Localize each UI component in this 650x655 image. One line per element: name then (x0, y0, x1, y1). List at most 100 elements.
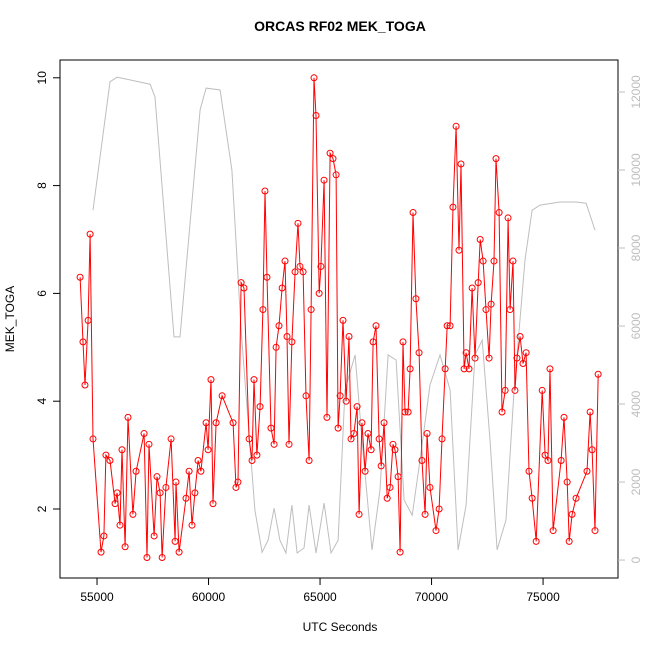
data-point (207, 376, 215, 384)
data-point (336, 392, 344, 400)
data-point (452, 122, 460, 130)
data-point (339, 316, 347, 324)
data-point (278, 284, 286, 292)
data-point (560, 413, 568, 421)
data-point (516, 333, 524, 341)
data-point (460, 365, 468, 373)
data-point (89, 435, 97, 443)
data-point (272, 343, 280, 351)
data-point (369, 338, 377, 346)
data-point (487, 300, 495, 308)
data-point (248, 456, 256, 464)
data-point (498, 408, 506, 416)
data-point (591, 527, 599, 535)
data-point (399, 338, 407, 346)
data-point (386, 483, 394, 491)
x-tick-label: 75000 (526, 590, 560, 604)
data-point (259, 306, 267, 314)
series-line (79, 77, 599, 558)
data-point (506, 306, 514, 314)
data-point (583, 467, 591, 475)
data-point (229, 419, 237, 427)
x-tick-label: 65000 (303, 590, 337, 604)
data-point (380, 419, 388, 427)
data-point (329, 155, 337, 163)
data-point (76, 273, 84, 281)
data-point (175, 548, 183, 556)
y2-tick-label: 8000 (629, 234, 643, 261)
data-point (476, 235, 484, 243)
data-point (296, 262, 304, 270)
data-point (396, 548, 404, 556)
data-point (132, 467, 140, 475)
data-point (212, 419, 220, 427)
data-point (285, 440, 293, 448)
data-point (383, 494, 391, 502)
data-point (432, 527, 440, 535)
data-point (79, 338, 87, 346)
data-point (237, 279, 245, 287)
data-point (129, 510, 137, 518)
data-point (118, 446, 126, 454)
data-point (111, 500, 119, 508)
data-point (525, 467, 533, 475)
data-point (367, 446, 375, 454)
data-point (106, 456, 114, 464)
data-point (140, 430, 148, 438)
data-point (364, 430, 372, 438)
data-point (188, 521, 196, 529)
data-point (406, 365, 414, 373)
data-point (401, 408, 409, 416)
data-point (358, 419, 366, 427)
y-tick-label: 8 (35, 182, 49, 189)
data-point (372, 322, 380, 330)
data-point (446, 322, 454, 330)
data-point (194, 456, 202, 464)
data-point (423, 430, 431, 438)
data-point (332, 171, 340, 179)
data-point (116, 521, 124, 529)
data-point (121, 543, 129, 551)
data-point (438, 435, 446, 443)
data-point (204, 446, 212, 454)
data-point (218, 392, 226, 400)
data-point (256, 403, 264, 411)
data-point (84, 316, 92, 324)
data-point (270, 440, 278, 448)
data-point (353, 403, 361, 411)
data-point (355, 510, 363, 518)
data-point (479, 257, 487, 265)
data-point (568, 510, 576, 518)
data-point (361, 467, 369, 475)
data-point (426, 483, 434, 491)
data-point (182, 494, 190, 502)
data-point (283, 333, 291, 341)
data-point (197, 467, 205, 475)
data-point (538, 386, 546, 394)
data-point (347, 435, 355, 443)
data-point (482, 306, 490, 314)
data-point (172, 478, 180, 486)
data-point (412, 295, 420, 303)
data-point (102, 451, 110, 459)
data-point (150, 532, 158, 540)
data-point (288, 338, 296, 346)
data-point (377, 462, 385, 470)
data-point (492, 155, 500, 163)
data-point (156, 489, 164, 497)
y-tick-label: 10 (35, 71, 49, 85)
data-point (153, 473, 161, 481)
data-point (299, 268, 307, 276)
data-point (541, 451, 549, 459)
data-point (275, 322, 283, 330)
data-point (97, 548, 105, 556)
data-point (501, 386, 509, 394)
y2-tick-label: 12000 (629, 75, 643, 109)
data-point (565, 537, 573, 545)
data-point (240, 284, 248, 292)
data-point (455, 246, 463, 254)
y2-tick-label: 2000 (629, 468, 643, 495)
x-tick-label: 55000 (80, 590, 114, 604)
data-point (315, 289, 323, 297)
